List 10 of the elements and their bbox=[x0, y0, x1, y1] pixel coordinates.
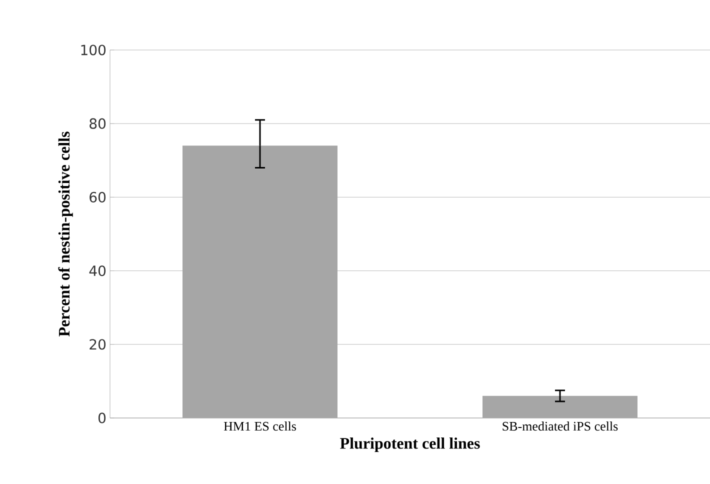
x-axis-title: Pluripotent cell lines bbox=[340, 438, 480, 452]
y-tick-label: 80 bbox=[90, 118, 106, 129]
y-tick-label: 0 bbox=[98, 412, 106, 424]
y-axis-title: Percent of nestin-positive cells bbox=[58, 132, 73, 336]
y-tick-label: 100 bbox=[81, 44, 106, 56]
y-tick-label: 60 bbox=[90, 192, 106, 202]
y-tick-label: 20 bbox=[90, 339, 106, 350]
y-tick-label: 40 bbox=[89, 265, 106, 276]
x-tick-label: HM1 ES cells bbox=[224, 422, 296, 431]
x-tick-label: SB-mediated iPS cells bbox=[502, 422, 618, 431]
